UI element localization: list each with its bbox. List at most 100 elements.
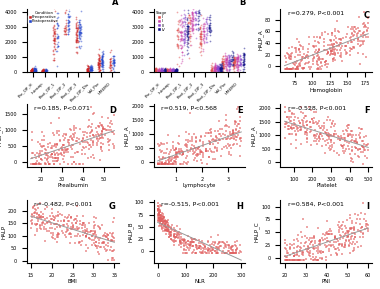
Point xyxy=(240,67,246,71)
Point xyxy=(158,213,164,218)
Point xyxy=(197,25,203,30)
Point xyxy=(84,66,90,71)
Point xyxy=(234,56,240,60)
Point xyxy=(176,150,182,154)
Point xyxy=(198,32,204,36)
Point xyxy=(99,55,105,59)
Point xyxy=(203,34,209,39)
Point xyxy=(65,13,71,18)
Point xyxy=(189,0,195,4)
Point xyxy=(318,133,325,138)
Point xyxy=(62,10,68,14)
Point xyxy=(355,25,361,30)
Point xyxy=(193,36,199,41)
Point xyxy=(210,240,216,244)
Point xyxy=(234,134,241,139)
Point xyxy=(217,240,223,245)
Point xyxy=(231,60,238,64)
Point xyxy=(50,34,56,39)
Point xyxy=(92,229,98,234)
Point xyxy=(31,69,37,74)
Point xyxy=(167,69,173,73)
Point xyxy=(353,137,359,141)
Point xyxy=(87,68,93,73)
Point xyxy=(52,36,58,40)
Point xyxy=(302,234,308,238)
Point xyxy=(207,142,213,146)
Point xyxy=(330,243,336,247)
Point xyxy=(315,40,321,45)
Point xyxy=(196,246,202,251)
Point xyxy=(51,217,57,222)
Point xyxy=(195,147,201,152)
Point xyxy=(162,68,168,73)
Point xyxy=(203,149,209,153)
Point xyxy=(46,162,52,167)
Point xyxy=(220,64,226,69)
Point xyxy=(166,154,172,159)
Point xyxy=(77,127,83,132)
Point xyxy=(163,68,169,73)
Point xyxy=(285,124,291,128)
Point xyxy=(85,68,91,72)
Point xyxy=(68,225,74,229)
Point xyxy=(212,156,218,161)
Point xyxy=(332,26,338,31)
Point xyxy=(170,160,176,165)
Point xyxy=(190,13,196,17)
Point xyxy=(311,44,317,48)
Point xyxy=(209,67,215,72)
Point xyxy=(80,232,86,237)
Point xyxy=(203,36,209,41)
Point xyxy=(325,51,331,55)
Point xyxy=(176,141,182,146)
Point xyxy=(177,18,183,23)
Point xyxy=(226,60,232,65)
Point xyxy=(241,65,247,70)
Point xyxy=(182,241,188,245)
Point xyxy=(329,49,335,53)
Point xyxy=(240,60,246,64)
Point xyxy=(89,67,95,72)
Point xyxy=(164,68,170,72)
Point xyxy=(224,59,230,64)
Point xyxy=(212,66,218,70)
Point xyxy=(38,162,44,166)
Point xyxy=(42,147,48,151)
Point xyxy=(153,69,159,74)
Point xyxy=(42,69,48,74)
Point xyxy=(86,118,92,122)
Point xyxy=(99,64,105,68)
Point xyxy=(212,244,218,249)
Point xyxy=(73,45,79,49)
Point xyxy=(316,249,322,253)
Point xyxy=(204,22,210,26)
Point xyxy=(73,25,79,30)
Point xyxy=(100,125,106,130)
Point xyxy=(327,43,333,47)
Point xyxy=(296,48,302,53)
Point xyxy=(70,223,76,227)
Point xyxy=(155,213,162,217)
Point xyxy=(32,162,38,167)
Point xyxy=(304,136,310,141)
Point xyxy=(162,69,168,74)
Point xyxy=(163,225,169,229)
Point xyxy=(233,249,239,254)
Point xyxy=(294,116,301,121)
Point xyxy=(51,31,57,36)
Point xyxy=(288,66,294,71)
Point xyxy=(66,14,72,19)
Point xyxy=(189,11,195,16)
Point xyxy=(30,162,36,167)
Point xyxy=(286,56,292,61)
Point xyxy=(199,161,205,165)
Point xyxy=(170,68,176,73)
Point xyxy=(238,139,244,144)
Point xyxy=(285,52,291,57)
Point xyxy=(187,244,193,248)
Point xyxy=(193,140,199,144)
Point xyxy=(49,211,55,216)
Point xyxy=(109,56,116,60)
Point xyxy=(55,44,61,49)
